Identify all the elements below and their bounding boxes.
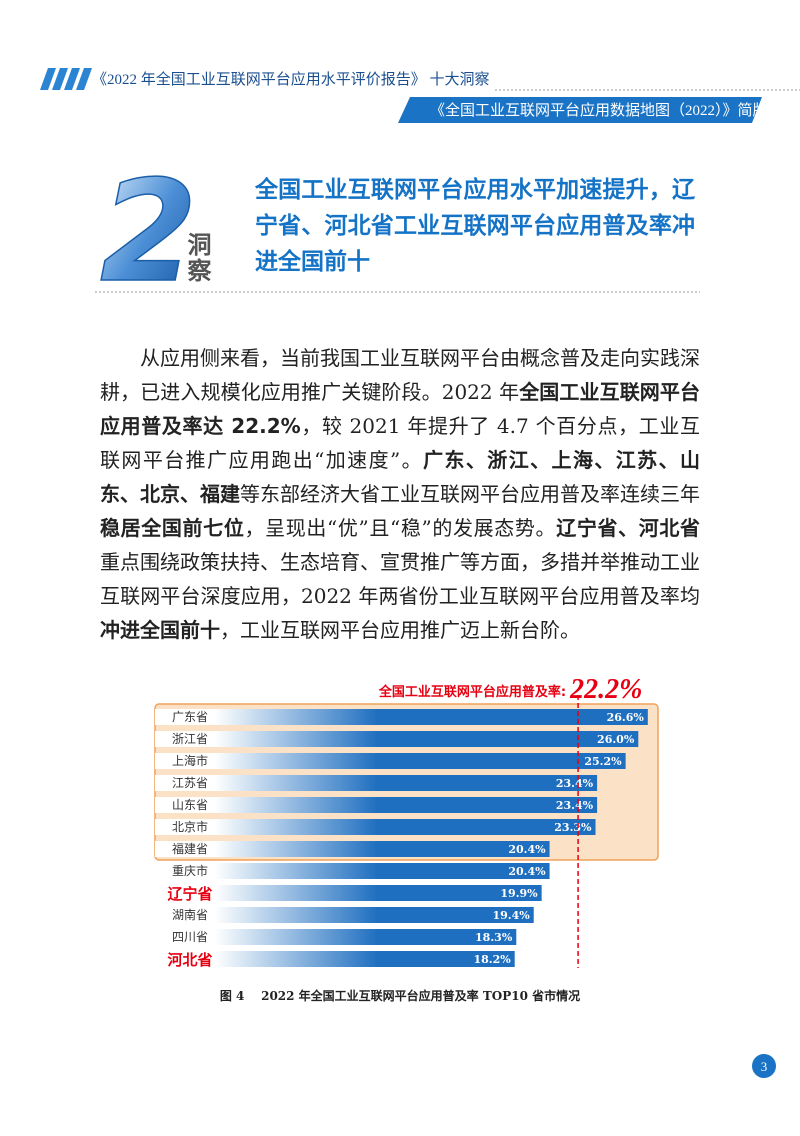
edition-banner — [398, 97, 762, 123]
value-label: 23.4% — [556, 777, 594, 790]
category-label: 江苏省 — [172, 776, 208, 790]
bold-text: 全国工业互联网平台应用普及率达 22.2% — [100, 380, 700, 438]
page-badge — [752, 1054, 776, 1078]
bar — [155, 709, 648, 725]
value-label: 26.0% — [597, 733, 635, 746]
bar — [155, 863, 550, 879]
category-label: 广东省 — [172, 710, 208, 724]
value-label: 20.4% — [508, 865, 546, 878]
bar — [155, 841, 550, 857]
bar — [155, 951, 515, 967]
bold-text: 稳居全国前七位 — [100, 516, 245, 540]
category-label: 北京市 — [172, 819, 208, 834]
bar — [155, 885, 542, 901]
value-label: 23.4% — [556, 799, 594, 812]
bar — [155, 819, 596, 835]
category-label: 上海市 — [172, 753, 208, 768]
header-stripes — [40, 68, 92, 90]
figure-caption: 图 4 2022 年全国工业互联网平台应用普及率 TOP10 省市情况 — [219, 989, 581, 1003]
category-label: 浙江省 — [172, 732, 208, 746]
bold-text: 辽宁省、河北省 — [556, 516, 701, 540]
bar — [155, 775, 598, 791]
report-title: 《2022 年全国工业互联网平台应用水平评价报告》 十大洞察 — [92, 72, 490, 88]
text: ，呈现出“优”且“稳”的发展态势。 — [244, 516, 557, 540]
body-paragraph: 从应用侧来看，当前我国工业互联网平台由概念普及走向实践深耕，已进入规模化应用推广… — [100, 341, 700, 647]
bar — [155, 753, 626, 769]
category-label: 湖南省 — [172, 907, 208, 922]
value-label: 20.4% — [508, 843, 546, 856]
category-label: 重庆市 — [172, 863, 208, 878]
category-label: 四川省 — [172, 930, 208, 944]
section-title: 全国工业互联网平台应用水平加速提升，辽宁省、河北省工业互联网平台应用普及率冲进全… — [255, 177, 695, 275]
text: 从应用侧来看，当前我国工业互联网平台由概念普及走向实践深耕，已进入规模化应用推广… — [100, 346, 700, 404]
value-label: 18.3% — [475, 931, 513, 944]
reference-label: 全国工业互联网平台应用普及率: — [378, 684, 566, 700]
text: 等东部经济大省工业互联网平台应用普及率连续三年 — [240, 482, 700, 506]
value-label: 19.9% — [500, 887, 538, 900]
page-number: 3 — [761, 1059, 768, 1074]
reference-value: 22.2% — [569, 674, 642, 705]
value-label: 19.4% — [492, 909, 530, 922]
text: 重点围绕政策扶持、生态培育、宣贯推广等方面，多措并举推动工业互联网平台深度应用，… — [100, 550, 700, 608]
bold-text: 广东、浙江、上海、江苏、山东、北京、福建 — [100, 448, 701, 506]
category-label: 河北省 — [167, 951, 212, 969]
section-number: 2 — [100, 151, 197, 314]
edition-title: 《全国工业互联网平台应用数据地图（2022）》简版 — [430, 103, 768, 119]
bar — [155, 929, 517, 945]
value-label: 18.2% — [473, 953, 511, 966]
category-label: 福建省 — [172, 841, 208, 856]
bar — [155, 907, 534, 923]
text: ，较 2021 年提升了 4.7 个百分点，工业互联网平台推广应用跑出“加速度”… — [100, 414, 700, 472]
bar — [155, 731, 639, 747]
text: ，工业互联网平台应用推广迈上新台阶。 — [220, 618, 580, 642]
value-label: 23.3% — [554, 821, 592, 834]
value-label: 26.6% — [607, 711, 645, 724]
bold-text: 冲进全国前十 — [100, 618, 220, 642]
category-label: 辽宁省 — [167, 885, 212, 903]
bar — [155, 797, 598, 813]
value-label: 25.2% — [584, 755, 622, 768]
category-label: 山东省 — [172, 798, 208, 812]
section-label: 洞察 — [183, 232, 211, 284]
